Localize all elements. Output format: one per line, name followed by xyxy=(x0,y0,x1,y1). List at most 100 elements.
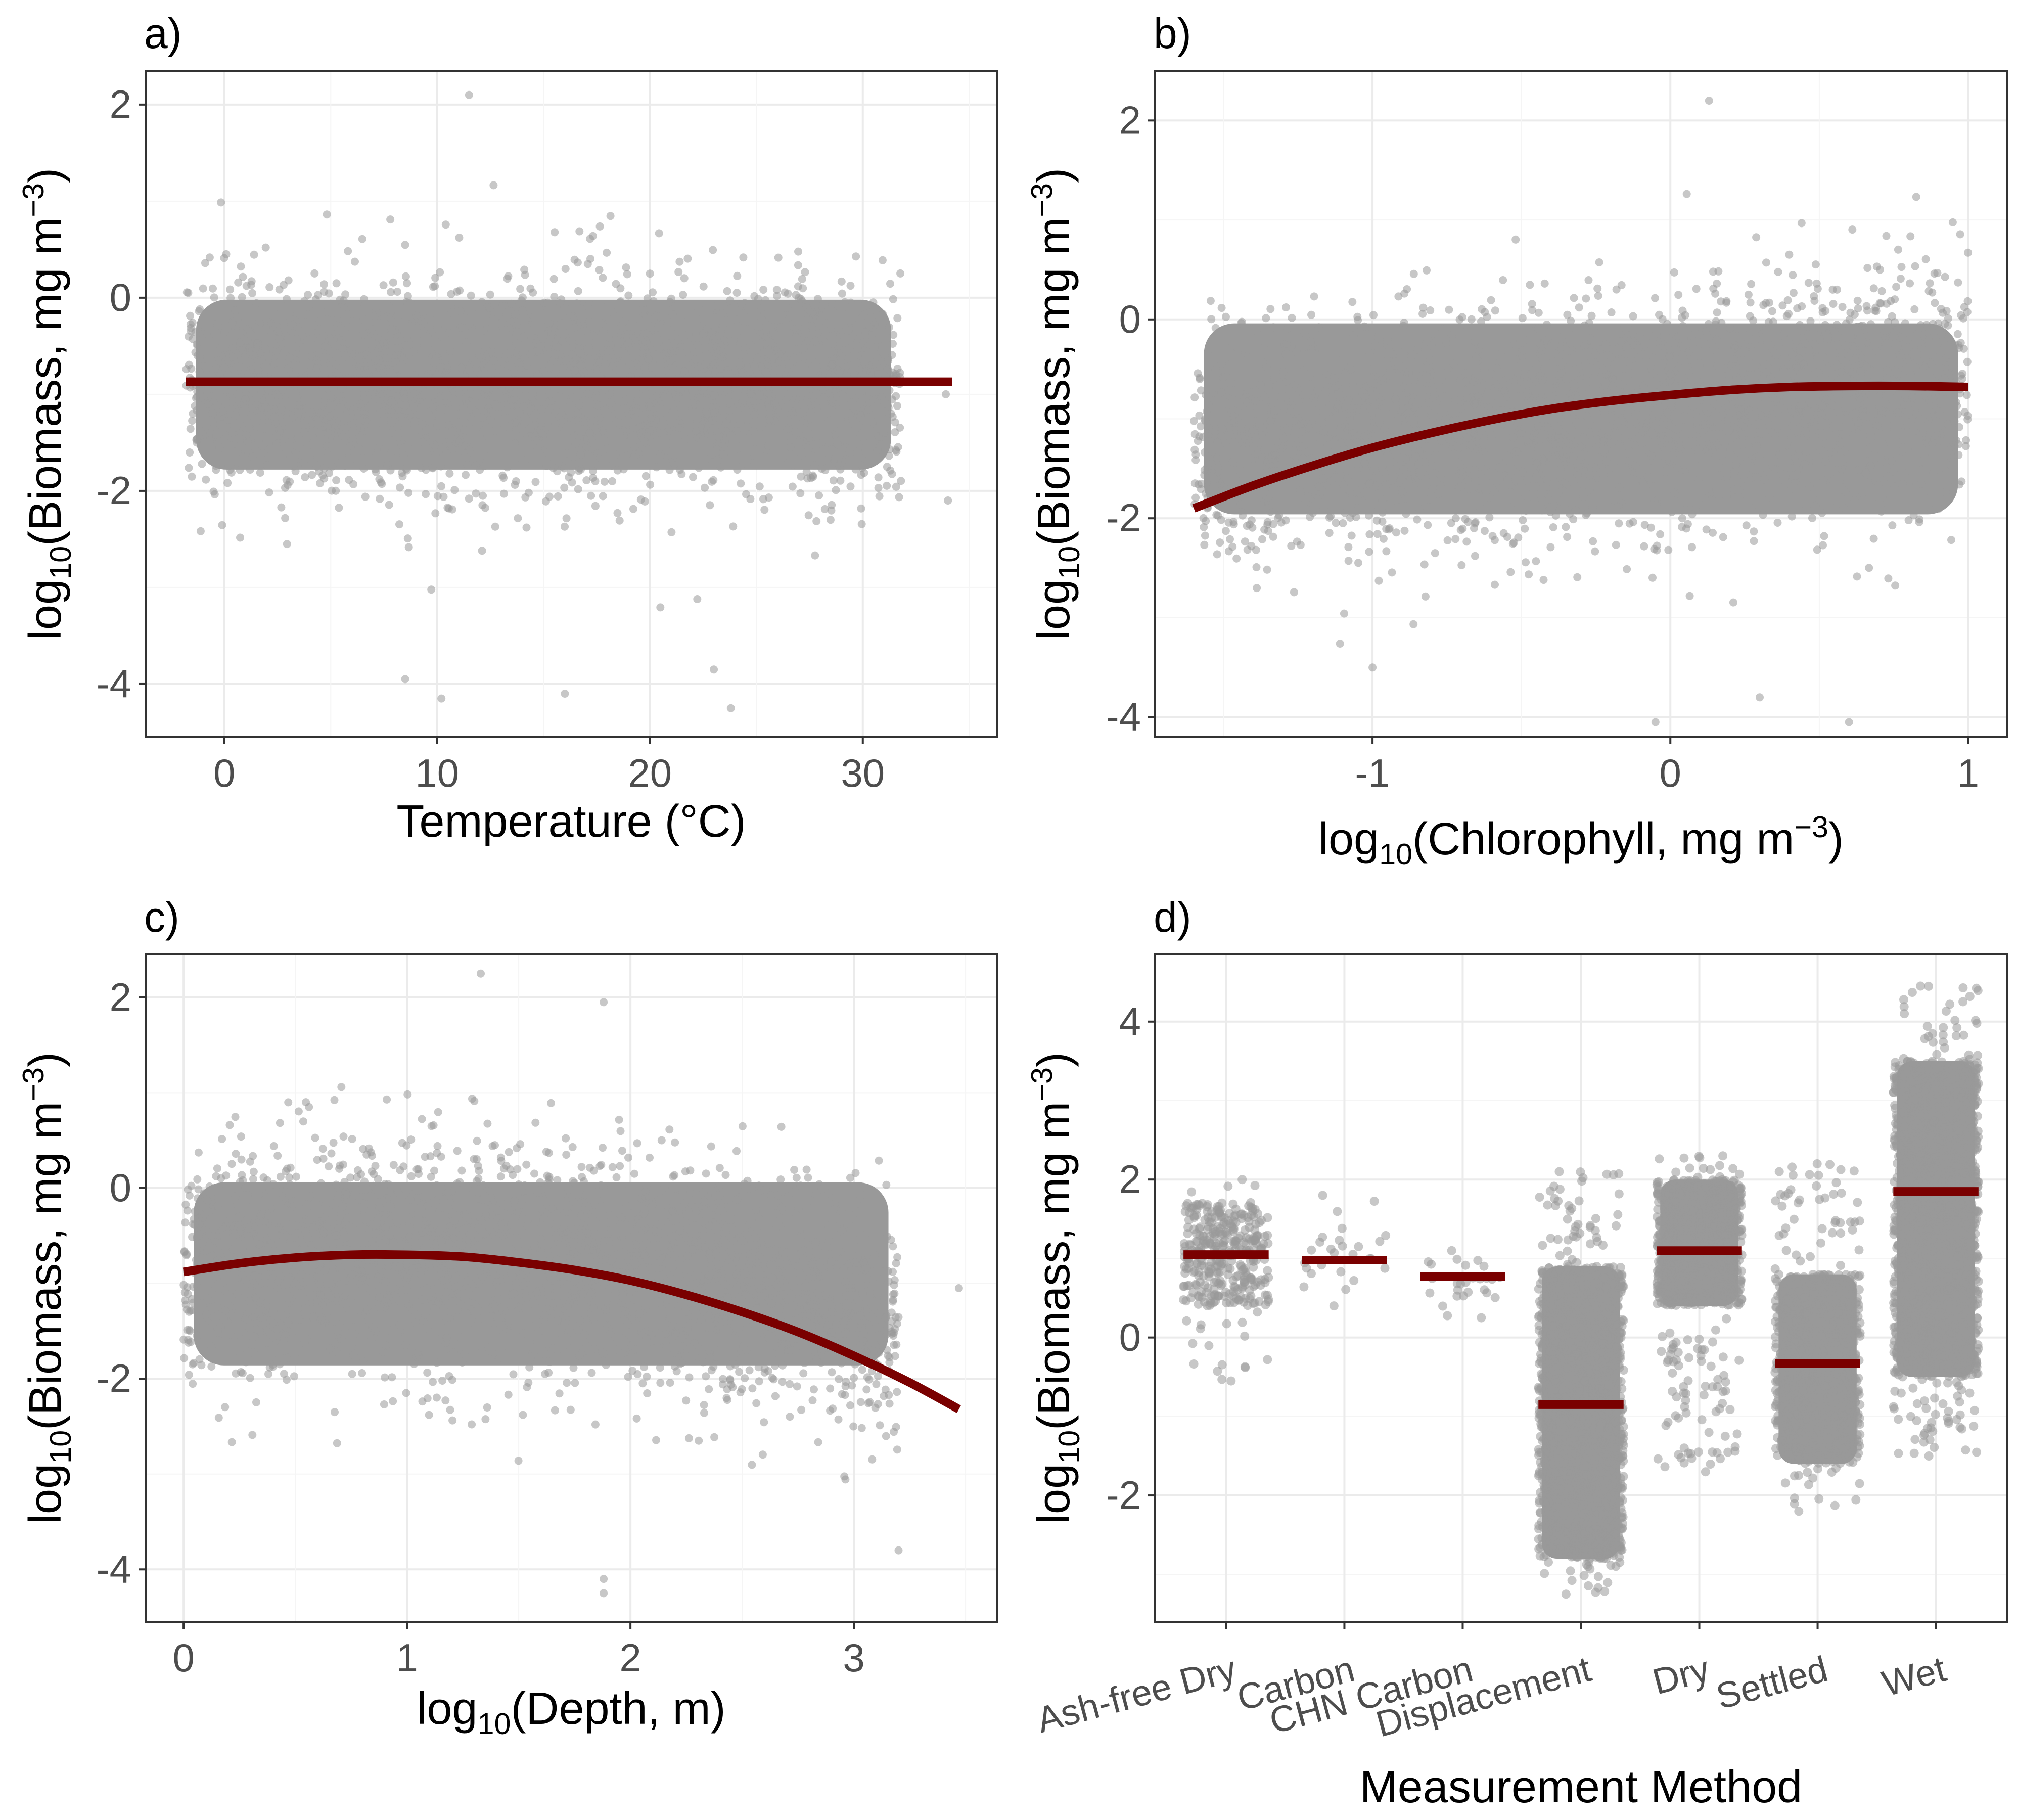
data-point xyxy=(833,419,841,427)
data-point xyxy=(855,390,864,399)
data-point xyxy=(1844,406,1852,415)
data-point xyxy=(385,500,393,509)
data-point xyxy=(234,359,243,368)
data-point xyxy=(623,451,631,460)
data-point xyxy=(1458,444,1467,452)
data-point xyxy=(418,420,427,429)
data-point xyxy=(456,323,465,332)
data-point xyxy=(1656,530,1665,538)
data-point xyxy=(1901,319,1909,328)
data-point xyxy=(1940,440,1949,448)
data-point xyxy=(310,458,318,467)
data-point xyxy=(576,450,585,459)
data-point xyxy=(441,220,450,229)
data-point xyxy=(1848,225,1857,234)
data-point xyxy=(195,352,204,361)
data-point xyxy=(1502,339,1511,347)
data-point xyxy=(649,288,657,297)
data-point xyxy=(660,320,668,329)
data-point xyxy=(1640,542,1648,551)
data-point xyxy=(1254,341,1262,350)
data-point xyxy=(328,385,336,393)
data-point xyxy=(470,418,478,426)
data-point xyxy=(1455,460,1464,468)
data-point xyxy=(1862,437,1870,446)
data-point xyxy=(1456,412,1465,421)
data-point xyxy=(1652,330,1661,338)
data-point xyxy=(1804,279,1813,287)
data-point xyxy=(520,385,528,393)
data-point xyxy=(337,356,346,365)
data-point xyxy=(1805,482,1814,491)
data-point xyxy=(1787,512,1796,521)
data-point xyxy=(1883,352,1891,360)
data-point xyxy=(293,323,302,331)
data-point xyxy=(1308,490,1316,498)
y-tick-label: 0 xyxy=(110,275,131,320)
data-point xyxy=(1612,468,1620,476)
data-point xyxy=(1730,485,1738,494)
data-point xyxy=(1565,346,1574,355)
data-point xyxy=(1912,363,1920,372)
data-point xyxy=(1355,474,1363,482)
data-point xyxy=(243,336,252,345)
data-point xyxy=(1264,455,1272,464)
data-point xyxy=(1449,337,1458,345)
data-point xyxy=(1200,540,1209,549)
data-point xyxy=(1462,537,1471,546)
data-point xyxy=(345,476,353,484)
data-point xyxy=(562,514,571,523)
data-point xyxy=(1211,324,1220,332)
data-point xyxy=(1425,447,1434,456)
data-point xyxy=(1526,281,1534,289)
data-point xyxy=(702,304,710,312)
data-point xyxy=(1199,514,1208,522)
data-point xyxy=(351,257,359,266)
data-point xyxy=(794,428,803,437)
data-point xyxy=(1299,391,1308,399)
data-point xyxy=(1877,507,1886,516)
data-point xyxy=(358,454,367,463)
data-point xyxy=(422,490,430,498)
data-point xyxy=(561,403,569,412)
data-point xyxy=(648,407,656,416)
data-point xyxy=(1607,308,1616,316)
data-point xyxy=(558,419,566,427)
data-point xyxy=(613,466,622,475)
data-point xyxy=(1634,344,1643,352)
data-point xyxy=(1260,485,1269,494)
data-point xyxy=(1572,419,1581,427)
data-point xyxy=(1755,401,1763,409)
data-point xyxy=(816,309,825,317)
data-point xyxy=(1884,317,1892,326)
data-point xyxy=(360,427,369,435)
data-point xyxy=(230,403,238,412)
data-point xyxy=(561,690,569,698)
data-point xyxy=(1909,511,1918,520)
data-point xyxy=(1886,362,1895,370)
data-point xyxy=(1353,438,1362,447)
data-point xyxy=(209,284,217,293)
data-point xyxy=(1755,428,1763,437)
data-point xyxy=(1547,381,1555,390)
data-point xyxy=(1540,336,1549,345)
data-point xyxy=(272,450,281,459)
data-point xyxy=(248,289,257,297)
data-point xyxy=(1815,408,1823,417)
data-point xyxy=(1353,312,1362,321)
data-point xyxy=(1906,279,1914,288)
data-point xyxy=(368,325,377,333)
data-point xyxy=(1206,344,1215,353)
data-point xyxy=(1575,347,1583,355)
data-point xyxy=(1319,505,1328,514)
data-point xyxy=(684,442,693,451)
data-point xyxy=(640,363,649,372)
data-point xyxy=(1348,429,1357,438)
data-point xyxy=(285,438,294,447)
data-point xyxy=(1916,394,1924,403)
data-point xyxy=(1674,374,1682,383)
data-point xyxy=(793,354,801,363)
data-point xyxy=(1717,421,1725,429)
data-point xyxy=(632,421,640,429)
data-point xyxy=(1643,473,1652,481)
